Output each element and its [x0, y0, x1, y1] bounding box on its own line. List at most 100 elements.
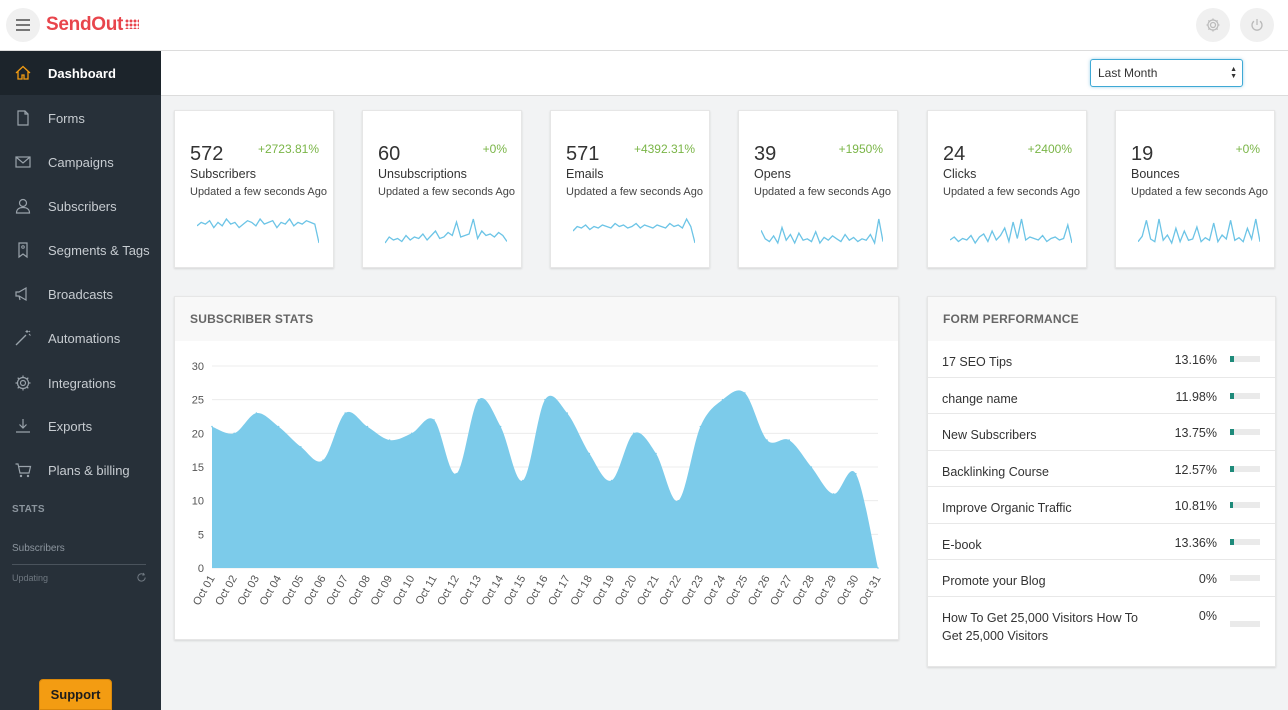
- form-row[interactable]: Improve Organic Traffic 10.81%: [928, 487, 1275, 524]
- sidebar-item-label: Forms: [48, 110, 85, 126]
- form-name: New Subscribers: [942, 428, 1037, 442]
- data-point: [855, 472, 857, 475]
- data-point: [588, 452, 591, 455]
- form-row[interactable]: change name 11.98%: [928, 378, 1275, 414]
- data-point: [633, 432, 635, 435]
- stat-card-bounces: 19 +0% Bounces Updated a few seconds Ago: [1115, 110, 1275, 268]
- sidebar-item-forms[interactable]: Forms: [0, 96, 161, 140]
- form-row[interactable]: Promote your Blog 0%: [928, 560, 1275, 597]
- data-point: [522, 479, 524, 482]
- data-point: [388, 439, 391, 441]
- form-progress-fill: [1230, 539, 1234, 545]
- sidebar-item-label: Segments & Tags: [48, 242, 150, 258]
- form-name: 17 SEO Tips: [942, 355, 1013, 369]
- period-select-value: Last Month: [1098, 66, 1158, 80]
- refresh-icon[interactable]: [136, 572, 147, 583]
- form-row[interactable]: How To Get 25,000 Visitors How To Get 25…: [928, 597, 1275, 667]
- form-name: change name: [942, 392, 1018, 406]
- sidebar-item-subscribers[interactable]: Subscribers: [0, 184, 161, 228]
- data-point: [211, 425, 213, 428]
- stat-updated: Updated a few seconds Ago: [378, 186, 515, 198]
- gear-icon: [15, 375, 31, 391]
- data-point: [366, 425, 369, 428]
- form-progress-bar: [1230, 393, 1260, 399]
- sidebar-item-automations[interactable]: Automations: [0, 316, 161, 360]
- form-row[interactable]: Backlinking Course 12.57%: [928, 451, 1275, 487]
- form-row[interactable]: E-book 13.36%: [928, 524, 1275, 560]
- power-icon: [1251, 19, 1263, 31]
- sidebar-item-segments-tags[interactable]: Segments & Tags: [0, 228, 161, 272]
- data-point: [566, 412, 568, 414]
- stat-card-subscribers: 572 +2723.81% Subscribers Updated a few …: [174, 110, 334, 268]
- y-tick-label: 20: [192, 428, 204, 440]
- stat-label: Emails: [566, 167, 604, 181]
- form-performance-panel: FORM PERFORMANCE 17 SEO Tips 13.16% chan…: [927, 296, 1276, 667]
- stat-updated: Updated a few seconds Ago: [190, 186, 327, 198]
- sidebar-item-label: Campaigns: [48, 154, 114, 170]
- form-progress-fill: [1230, 356, 1234, 362]
- data-point: [544, 398, 546, 401]
- sidebar-item-label: Plans & billing: [48, 462, 130, 478]
- panel-title: FORM PERFORMANCE: [928, 297, 1275, 341]
- sparkline-chart: [197, 217, 319, 244]
- stat-change: +4392.31%: [633, 142, 695, 156]
- menu-icon[interactable]: [6, 8, 40, 42]
- sidebar-item-label: Automations: [48, 330, 121, 346]
- data-point: [766, 439, 768, 441]
- y-tick-label: 25: [192, 395, 204, 407]
- stats-heading: STATS: [12, 504, 45, 515]
- data-point: [699, 425, 702, 428]
- sparkline-line: [761, 218, 883, 245]
- sidebar-item-campaigns[interactable]: Campaigns: [0, 140, 161, 184]
- sparkline-chart: [761, 218, 883, 245]
- sidebar-item-broadcasts[interactable]: Broadcasts: [0, 272, 161, 316]
- form-percent: 13.16%: [1174, 353, 1217, 367]
- form-row[interactable]: New Subscribers 13.75%: [928, 414, 1275, 451]
- stat-value: 572: [190, 143, 224, 165]
- form-row[interactable]: 17 SEO Tips 13.16%: [928, 341, 1275, 378]
- filter-bar: Last Month ▲ ▼: [161, 51, 1288, 96]
- sidebar-item-integrations[interactable]: Integrations: [0, 361, 161, 405]
- magic-wand-icon: [15, 330, 31, 346]
- stat-change: +2400%: [1027, 142, 1072, 156]
- y-tick-label: 5: [198, 529, 204, 541]
- form-progress-bar: [1230, 429, 1260, 435]
- stat-label: Opens: [754, 167, 791, 181]
- y-tick-label: 10: [192, 496, 204, 508]
- power-button[interactable]: [1240, 8, 1274, 42]
- sidebar-item-label: Integrations: [48, 375, 116, 391]
- sidebar-item-exports[interactable]: Exports: [0, 404, 161, 448]
- data-point: [433, 419, 435, 421]
- form-progress-fill: [1230, 429, 1235, 435]
- support-button[interactable]: Support: [39, 679, 112, 710]
- megaphone-icon: [15, 286, 27, 302]
- form-percent: 11.98%: [1175, 390, 1217, 404]
- form-name: How To Get 25,000 Visitors How To Get 25…: [942, 611, 1138, 643]
- stat-label: Unsubscriptions: [378, 167, 467, 181]
- period-select[interactable]: Last Month ▲ ▼: [1090, 59, 1243, 87]
- app-logo[interactable]: SendOut: [46, 14, 140, 36]
- form-percent: 12.57%: [1174, 463, 1217, 477]
- stat-value: 24: [943, 143, 966, 165]
- form-progress-bar: [1230, 502, 1260, 508]
- sidebar-item-plans-billing[interactable]: Plans & billing: [0, 448, 161, 492]
- stat-value: 571: [566, 143, 600, 165]
- home-icon: [15, 65, 31, 80]
- sidebar: Dashboard Forms Campaigns Subscribers Se…: [0, 51, 161, 710]
- sparkline-chart: [950, 218, 1072, 245]
- settings-button[interactable]: [1196, 8, 1230, 42]
- sidebar-item-label: Subscribers: [48, 198, 117, 214]
- cart-icon: [15, 463, 32, 478]
- stat-updated: Updated a few seconds Ago: [754, 186, 891, 198]
- document-icon: [17, 110, 29, 126]
- stat-label: Subscribers: [190, 167, 256, 181]
- data-point: [411, 432, 413, 435]
- gear-icon: [1206, 18, 1220, 32]
- data-point: [455, 472, 458, 475]
- y-tick-label: 30: [192, 361, 204, 373]
- sidebar-item-dashboard[interactable]: Dashboard: [0, 51, 161, 95]
- stat-label: Clicks: [943, 167, 977, 181]
- stats-status: Updating: [12, 573, 49, 583]
- stat-card-opens: 39 +1950% Opens Updated a few seconds Ag…: [738, 110, 898, 268]
